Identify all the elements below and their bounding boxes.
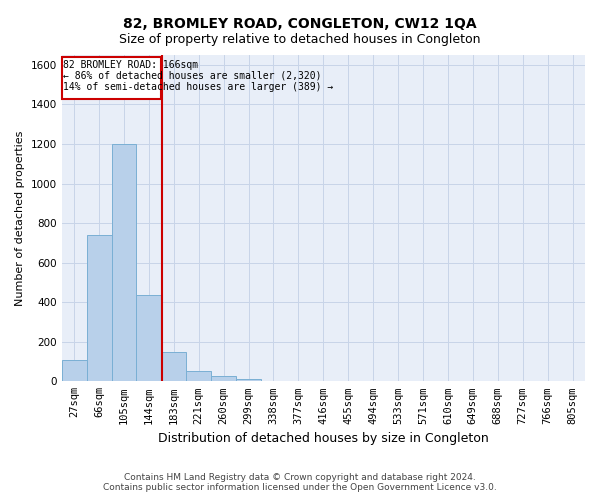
Bar (86, 235, 112, 382)
Bar (112, 144, 136, 382)
Text: 82, BROMLEY ROAD, CONGLETON, CW12 1QA: 82, BROMLEY ROAD, CONGLETON, CW12 1QA (123, 18, 477, 32)
Bar (186, 372, 211, 382)
Bar (136, 296, 161, 382)
Bar (62, 360, 86, 382)
Bar (236, 380, 261, 382)
Text: ← 86% of detached houses are smaller (2,320): ← 86% of detached houses are smaller (2,… (64, 71, 322, 81)
X-axis label: Distribution of detached houses by size in Congleton: Distribution of detached houses by size … (158, 432, 489, 445)
Y-axis label: Number of detached properties: Number of detached properties (15, 130, 25, 306)
Bar (211, 376, 236, 382)
Text: 82 BROMLEY ROAD: 166sqm: 82 BROMLEY ROAD: 166sqm (64, 60, 199, 70)
Bar (161, 352, 186, 382)
FancyBboxPatch shape (62, 57, 161, 98)
Text: Size of property relative to detached houses in Congleton: Size of property relative to detached ho… (119, 32, 481, 46)
Text: 14% of semi-detached houses are larger (389) →: 14% of semi-detached houses are larger (… (64, 82, 334, 92)
Text: Contains HM Land Registry data © Crown copyright and database right 2024.
Contai: Contains HM Land Registry data © Crown c… (103, 473, 497, 492)
